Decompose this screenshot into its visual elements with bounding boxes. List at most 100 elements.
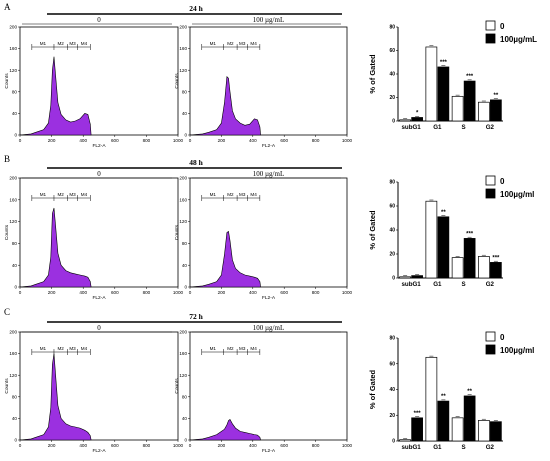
x-tick-label: 600: [111, 138, 119, 143]
x-tick-label: 800: [312, 290, 320, 295]
y-tick-label: 160: [9, 197, 17, 202]
y-tick-label: 80: [182, 241, 188, 246]
legend-label-control: 0: [500, 333, 505, 342]
legend-label-treated: 100µg/mL: [500, 35, 537, 44]
y-tick-label: 120: [9, 219, 17, 224]
y-tick-label: 200: [9, 330, 17, 335]
time-label: 48 h: [189, 158, 203, 167]
histogram-area: [19, 353, 92, 441]
y-axis-label: Counts: [174, 73, 180, 89]
y-tick-label: 40: [182, 416, 188, 421]
x-tick-label: 400: [79, 443, 87, 448]
legend-label-treated: 100µg/ml: [500, 190, 534, 199]
x-tick-label: 200: [48, 443, 56, 448]
y-tick-label: 160: [9, 46, 17, 51]
x-axis-label: FL2-A: [262, 448, 276, 454]
significance-label: **: [441, 394, 446, 400]
x-tick-label: 600: [111, 443, 119, 448]
y-tick-label: 0: [184, 438, 187, 443]
bar-control: [478, 256, 490, 279]
marker-label: M2: [227, 346, 234, 351]
histogram-area: [189, 76, 261, 136]
legend-label-treated: 100µg/ml: [500, 346, 534, 355]
bar-treated: [411, 275, 423, 279]
marker-label: M3: [69, 41, 76, 46]
bar-category-label: G2: [486, 124, 495, 131]
bar-treated: [490, 421, 502, 442]
marker-label: M4: [81, 41, 88, 46]
time-label: 24 h: [189, 4, 203, 13]
y-tick-label: 80: [12, 89, 18, 94]
marker-label: M3: [69, 192, 76, 197]
y-tick-label: 80: [182, 394, 188, 399]
x-tick-label: 0: [189, 290, 192, 295]
x-tick-label: 800: [143, 290, 151, 295]
significance-label: ***: [466, 74, 474, 80]
panel-letter: B: [4, 154, 10, 164]
legend-swatch-treated: [485, 344, 496, 355]
legend-swatch-treated: [485, 188, 496, 199]
x-tick-label: 200: [218, 290, 226, 295]
marker-label: M2: [57, 346, 64, 351]
marker-label: M3: [239, 346, 246, 351]
y-tick-label: 40: [12, 111, 18, 116]
bar-y-tick-label: 0: [392, 439, 395, 445]
y-axis-label: Counts: [4, 378, 10, 394]
significance-label: ***: [414, 411, 422, 417]
bar-category-label: S: [462, 444, 466, 451]
x-tick-label: 400: [79, 138, 87, 143]
x-tick-label: 1000: [173, 138, 184, 143]
bar-treated: [463, 238, 476, 279]
marker-label: M2: [57, 41, 64, 46]
bar-treated: [437, 400, 450, 442]
x-tick-label: 400: [249, 290, 257, 295]
y-tick-label: 200: [179, 25, 187, 30]
bar-treated: [411, 417, 423, 442]
y-tick-label: 120: [179, 373, 187, 378]
x-tick-label: 1000: [342, 138, 353, 143]
significance-label: ***: [440, 60, 448, 66]
bar-treated: [463, 80, 476, 122]
marker-label: M3: [239, 41, 246, 46]
x-tick-label: 600: [280, 290, 288, 295]
y-axis-label: Counts: [4, 224, 10, 240]
significance-label: ***: [492, 255, 500, 261]
bar-y-tick-label: 40: [389, 387, 395, 393]
legend-label-control: 0: [500, 22, 505, 31]
x-tick-label: 1000: [173, 443, 184, 448]
bar-control: [425, 200, 438, 279]
y-tick-label: 120: [9, 373, 17, 378]
bar-control: [425, 46, 438, 122]
x-tick-label: 600: [111, 290, 119, 295]
x-tick-label: 800: [312, 138, 320, 143]
histogram-frame: [19, 177, 179, 288]
bar-y-tick-label: 0: [392, 276, 395, 282]
histogram-area: [19, 207, 92, 288]
x-tick-label: 200: [48, 290, 56, 295]
x-tick-label: 600: [280, 138, 288, 143]
x-tick-label: 0: [189, 443, 192, 448]
y-tick-label: 0: [14, 133, 17, 138]
marker-label: M2: [57, 192, 64, 197]
y-axis-label: Counts: [4, 73, 10, 89]
marker-label: M1: [40, 192, 47, 197]
histogram-area: [19, 56, 92, 136]
bar-control: [399, 276, 411, 279]
bar-y-tick-label: 40: [389, 228, 395, 234]
marker-label: M2: [227, 192, 234, 197]
bar-control: [399, 119, 411, 122]
x-tick-label: 400: [249, 138, 257, 143]
treatment-label: 0: [97, 324, 101, 332]
x-tick-label: 200: [218, 138, 226, 143]
panel-letter: A: [4, 2, 11, 12]
bar-y-tick-label: 60: [389, 361, 395, 367]
bar-control: [399, 439, 411, 442]
x-tick-label: 600: [280, 443, 288, 448]
histogram-frame: [19, 331, 179, 441]
treatment-label: 100 µg/mL: [253, 16, 284, 24]
bar-treated: [437, 216, 450, 279]
x-tick-label: 0: [19, 443, 22, 448]
bar-y-tick-label: 80: [389, 25, 395, 31]
bar-y-tick-label: 20: [389, 252, 395, 258]
x-tick-label: 1000: [173, 290, 184, 295]
